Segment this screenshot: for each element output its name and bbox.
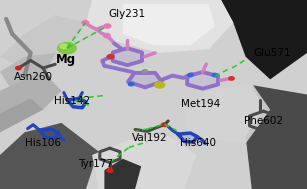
Circle shape <box>82 21 89 25</box>
Polygon shape <box>184 83 270 144</box>
Polygon shape <box>0 123 98 189</box>
Circle shape <box>103 33 110 38</box>
Text: Gly231: Gly231 <box>109 9 146 19</box>
Polygon shape <box>0 72 61 132</box>
Circle shape <box>107 55 114 59</box>
Polygon shape <box>221 0 307 79</box>
Polygon shape <box>178 133 197 142</box>
Circle shape <box>104 24 111 28</box>
Polygon shape <box>246 85 307 189</box>
Text: Val192: Val192 <box>132 133 168 143</box>
Circle shape <box>229 77 234 80</box>
Polygon shape <box>92 136 196 189</box>
Text: Asn260: Asn260 <box>14 72 53 81</box>
Text: Met194: Met194 <box>181 99 220 109</box>
Text: His106: His106 <box>25 138 60 148</box>
Circle shape <box>58 43 76 54</box>
Polygon shape <box>86 0 233 53</box>
Polygon shape <box>104 159 141 189</box>
Polygon shape <box>187 72 218 89</box>
Circle shape <box>60 44 68 49</box>
Text: Phe602: Phe602 <box>244 116 283 126</box>
Circle shape <box>161 123 167 126</box>
Polygon shape <box>40 129 58 138</box>
Polygon shape <box>123 4 215 45</box>
Polygon shape <box>113 48 142 65</box>
Text: His640: His640 <box>180 138 216 148</box>
Polygon shape <box>128 73 162 87</box>
Polygon shape <box>0 15 86 72</box>
Circle shape <box>188 73 193 77</box>
Polygon shape <box>0 53 55 91</box>
Text: Tyr177: Tyr177 <box>78 160 113 169</box>
Circle shape <box>128 82 134 86</box>
Circle shape <box>107 169 113 172</box>
Circle shape <box>155 82 165 88</box>
Polygon shape <box>0 98 43 132</box>
Text: Mg: Mg <box>56 53 76 66</box>
Text: Glu571: Glu571 <box>253 48 291 58</box>
Circle shape <box>16 66 21 70</box>
Text: His142: His142 <box>54 96 90 106</box>
Circle shape <box>212 73 218 77</box>
Polygon shape <box>68 98 86 108</box>
Circle shape <box>142 70 148 73</box>
